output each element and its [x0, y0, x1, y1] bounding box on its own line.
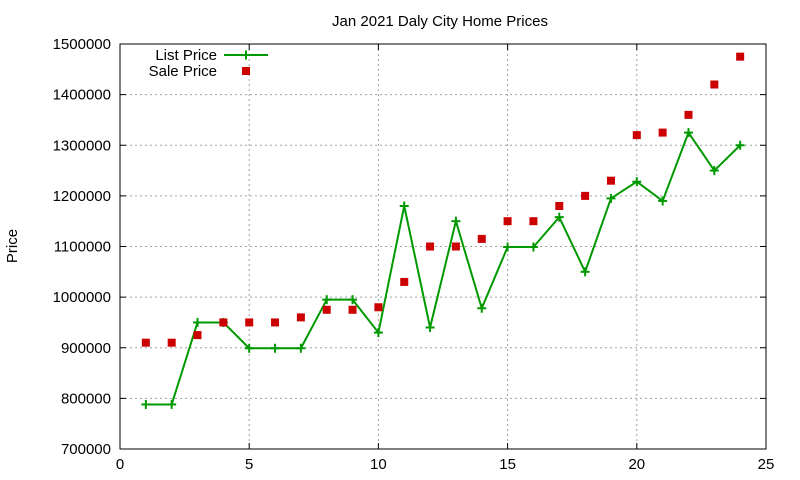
sale-price-point	[658, 128, 667, 137]
list-price-point	[141, 399, 151, 409]
list-price-line	[145, 131, 741, 406]
legend-entry-sale-price: Sale Price	[149, 63, 250, 80]
y-tick-label: 1400000	[53, 87, 111, 104]
y-tick-label: 1300000	[53, 137, 111, 154]
y-tick-label: 1000000	[53, 289, 111, 306]
list-price-point	[399, 201, 409, 211]
sale-price-point	[684, 110, 693, 119]
sale-price-point	[555, 202, 564, 210]
sale-price-point	[219, 318, 228, 327]
list-price-point	[709, 166, 719, 176]
list-price-point	[244, 343, 254, 353]
sale-price-point	[581, 191, 590, 200]
plot-series	[141, 52, 745, 409]
axis-ticks: 700000 800000 900000 1000000 1100000 1200000 1…	[53, 36, 775, 473]
list-price-point	[735, 140, 745, 150]
y-tick-label: 1200000	[53, 188, 111, 205]
x-tick-label: 25	[758, 456, 775, 473]
y-tick-label: 800000	[61, 390, 111, 407]
list-price-point	[554, 212, 564, 222]
plot-frame	[119, 43, 767, 450]
list-price-point	[528, 242, 538, 252]
grid-lines	[120, 44, 766, 449]
list-price-point	[322, 295, 332, 305]
sale-price-point	[271, 318, 280, 327]
list-price-point	[348, 295, 358, 305]
list-price-point	[451, 216, 461, 226]
sale-price-point	[503, 217, 512, 226]
y-tick-label: 700000	[61, 441, 111, 458]
list-price-point	[373, 328, 383, 338]
sale-price-point	[529, 217, 538, 226]
sale-price-point	[477, 234, 486, 243]
legend-square-marker	[242, 67, 250, 75]
sale-price-point	[141, 338, 150, 347]
list-price-point	[193, 317, 203, 327]
list-price-point	[270, 343, 280, 353]
sale-price-point	[348, 305, 357, 314]
x-tick-label: 15	[499, 456, 516, 473]
list-price-point	[632, 177, 642, 187]
x-tick-label: 5	[245, 456, 253, 473]
sale-price-point	[167, 338, 176, 347]
list-price-point	[606, 193, 616, 203]
sale-price-point	[451, 242, 460, 251]
legend-label: Sale Price	[149, 63, 217, 80]
y-axis-label: Price	[4, 229, 21, 263]
list-price-point	[296, 343, 306, 353]
list-price-point	[580, 267, 590, 277]
series-list-price	[141, 128, 745, 409]
sale-price-point	[426, 242, 435, 251]
sale-price-point	[296, 313, 305, 322]
y-tick-label: 900000	[61, 340, 111, 357]
legend-label: List Price	[155, 47, 217, 64]
sale-price-point	[632, 131, 641, 140]
list-price-point	[167, 399, 177, 409]
legend-entry-list-price: List Price	[155, 47, 268, 64]
sale-price-point	[374, 303, 383, 312]
list-price-point	[425, 323, 435, 332]
x-tick-label: 20	[628, 456, 645, 473]
sale-price-point	[606, 176, 615, 185]
sale-price-point	[193, 331, 202, 340]
list-price-point	[503, 242, 513, 252]
sale-price-point	[322, 305, 331, 314]
y-tick-label: 1100000	[54, 239, 111, 256]
sale-price-point	[400, 277, 409, 286]
chart-title: Jan 2021 Daly City Home Prices	[332, 13, 548, 30]
legend-plus-marker	[241, 50, 251, 60]
list-price-point	[683, 128, 693, 138]
sale-price-point	[245, 318, 254, 327]
sale-price-point	[710, 80, 719, 89]
series-sale-price	[141, 52, 745, 347]
y-tick-label: 1500000	[53, 36, 111, 53]
list-price-point	[658, 196, 668, 206]
x-tick-label: 0	[116, 456, 124, 473]
list-price-point	[477, 303, 487, 313]
x-tick-label: 10	[370, 456, 387, 473]
sale-price-point	[736, 52, 745, 61]
